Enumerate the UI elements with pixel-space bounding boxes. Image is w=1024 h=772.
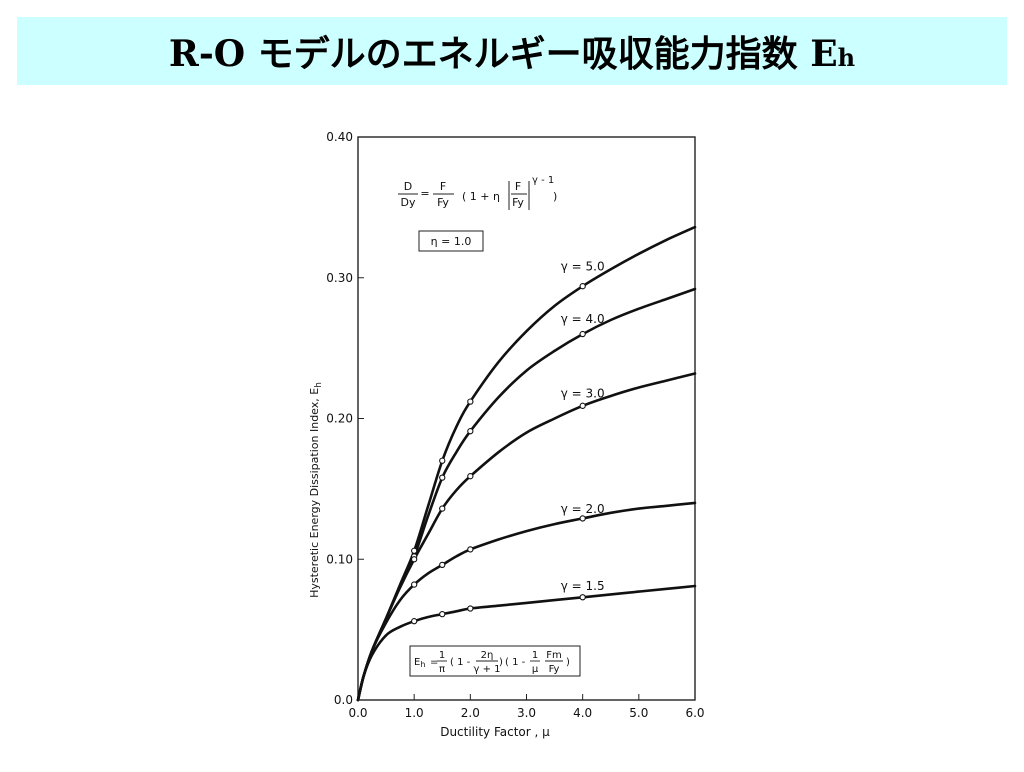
series-curve — [356, 287, 697, 702]
formula-bottom-eq: = — [430, 657, 438, 668]
formula-bottom-lhs-sub: h — [420, 660, 425, 669]
data-point-marker — [579, 283, 586, 290]
data-point-marker — [467, 428, 474, 435]
y-tick-label: 0.40 — [326, 130, 353, 144]
formula-bottom-f2-den: γ + 1 — [473, 664, 500, 675]
formula-bottom-f2-num: 2η — [481, 650, 494, 661]
x-tick-label: 5.0 — [629, 706, 648, 720]
formula-top-rhs-den: Fy — [437, 196, 449, 209]
formula-bottom-lhs: Eh — [414, 657, 425, 669]
x-axis-label: Ductility Factor , μ — [440, 725, 550, 739]
formula-bottom-box — [409, 645, 581, 677]
formula-top-lhs-den: Dy — [401, 196, 416, 209]
slide-title: R-O モデルのエネルギー吸収能力指数 Eh — [168, 33, 856, 75]
series-labels: γ = 5.0 γ = 4.0 γ = 3.0 γ = 2.0 γ = 1.5 — [561, 260, 605, 594]
series-label: γ = 2.0 — [561, 502, 605, 516]
formula-top-rest-a: ( 1 + η — [462, 190, 500, 203]
series-curve — [356, 225, 697, 702]
formula-top-abs-num: F — [515, 180, 521, 193]
data-point-marker — [439, 457, 446, 464]
x-tick-label: 6.0 — [685, 706, 704, 720]
data-point-marker — [411, 547, 418, 554]
formula-top-rhs-num: F — [440, 180, 446, 193]
y-tick-label: 0.0 — [334, 693, 353, 707]
data-point-marker — [579, 402, 586, 409]
data-point-marker — [439, 610, 446, 618]
formula-bottom-f1-num: 1 — [439, 650, 445, 661]
title-bar: R-O モデルのエネルギー吸収能力指数 Eh — [17, 17, 1007, 85]
formula-top-lhs-num: D — [404, 180, 412, 193]
x-tick-label: 3.0 — [517, 706, 536, 720]
series-label: γ = 4.0 — [561, 312, 605, 326]
formula-bottom-p2b: ) — [566, 657, 570, 668]
data-point-marker — [579, 594, 586, 601]
data-point-marker — [439, 474, 446, 481]
series-label: γ = 5.0 — [561, 260, 605, 274]
series-curve — [356, 372, 697, 702]
axis-ticks: 0.0 1.0 2.0 3.0 4.0 5.0 6.0 0.0 0.10 0.20 0.30 0.40 — [326, 130, 704, 720]
y-tick-label: 0.10 — [326, 552, 353, 566]
y-tick-label: 0.30 — [326, 271, 353, 285]
series-label: γ = 3.0 — [561, 386, 605, 400]
data-point-marker — [467, 473, 474, 480]
data-curves — [356, 225, 697, 702]
formula-top: D Dy = F Fy ( 1 + η F Fy γ - 1 ) — [398, 175, 557, 210]
slide-title-subscript: h — [837, 43, 856, 72]
y-tick-label: 0.20 — [326, 412, 353, 426]
series-curve — [356, 584, 697, 702]
formula-bottom-f3-den: μ — [532, 664, 539, 675]
x-tick-label: 0.0 — [348, 706, 367, 720]
formula-bottom: Eh = 1 π ( 1 - 2η γ + 1 ) ( 1 - 1 μ Fm F… — [414, 650, 570, 675]
data-point-marker — [439, 561, 446, 569]
formula-top-exponent: γ - 1 — [532, 175, 554, 186]
eta-box — [418, 230, 484, 252]
y-axis-label: Hysteretic Energy Dissipation Index, Eh — [308, 382, 324, 598]
formula-bottom-f4-num: Fm — [546, 650, 562, 661]
formula-bottom-f3-num: 1 — [532, 650, 538, 661]
x-tick-label: 2.0 — [461, 706, 480, 720]
series-curve — [356, 501, 697, 702]
data-point-marker — [411, 581, 418, 588]
data-markers — [411, 283, 586, 625]
formula-bottom-f1-den: π — [439, 664, 445, 675]
y-axis-label-subscript: h — [314, 382, 324, 388]
eta-value: η = 1.0 — [431, 235, 472, 248]
formula-bottom-p2a: ( 1 - — [505, 657, 526, 668]
x-tick-label: 1.0 — [405, 706, 424, 720]
x-tick-label: 4.0 — [573, 706, 592, 720]
series-label: γ = 1.5 — [561, 579, 605, 593]
formula-top-abs-den: Fy — [512, 196, 524, 209]
data-point-marker — [467, 398, 474, 405]
data-point-marker — [411, 556, 418, 563]
formula-bottom-p1a: ( 1 - — [450, 657, 471, 668]
data-point-marker — [439, 505, 446, 512]
data-point-marker — [411, 618, 418, 625]
formula-bottom-f4-den: Fy — [549, 664, 560, 675]
data-point-marker — [467, 546, 474, 553]
formula-bottom-p1b: ) — [499, 657, 503, 668]
plot-frame — [357, 136, 696, 701]
data-point-marker — [579, 515, 586, 522]
formula-top-rest-b: ) — [553, 190, 557, 203]
data-point-marker — [579, 330, 586, 338]
formula-top-eq: = — [420, 187, 429, 200]
data-point-marker — [467, 605, 474, 612]
